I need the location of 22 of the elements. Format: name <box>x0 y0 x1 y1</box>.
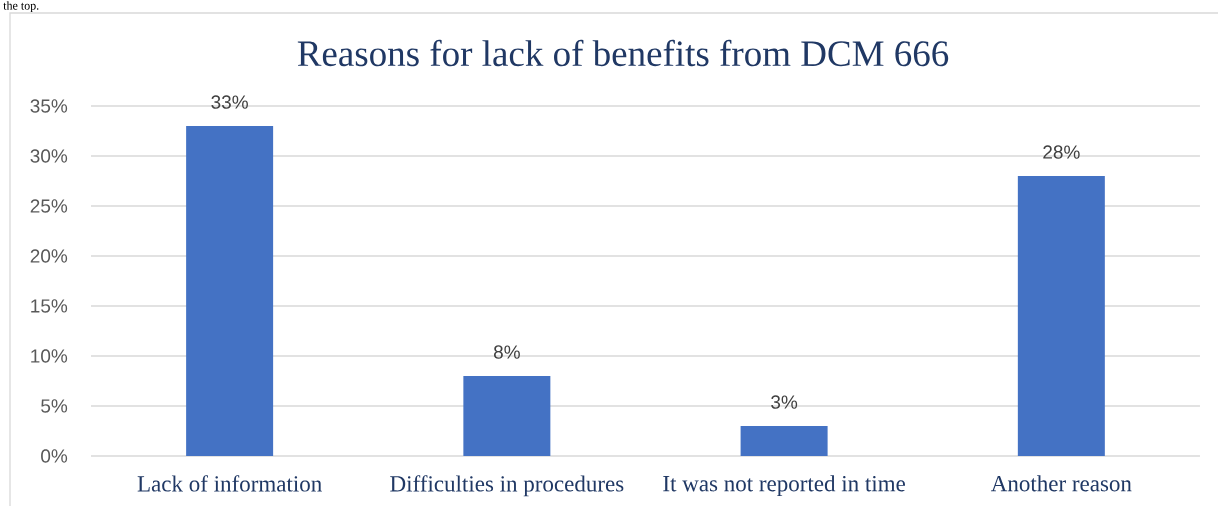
y-tick-label: 35% <box>30 99 68 113</box>
x-tick-label: It was not reported in time <box>663 475 906 497</box>
bar <box>1017 176 1105 456</box>
bar <box>740 426 828 456</box>
data-label: 33% <box>211 95 248 109</box>
y-tick-label: 20% <box>30 249 68 263</box>
x-tick-label: Difficulties in procedures <box>390 475 624 497</box>
data-label: 28% <box>1043 145 1080 159</box>
data-label: 8% <box>493 345 520 359</box>
bar <box>186 125 274 456</box>
y-tick-label: 0% <box>41 449 68 463</box>
x-tick-label: Another reason <box>990 475 1132 492</box>
chart-title: Reasons for lack of benefits from DCM 666 <box>297 39 949 67</box>
y-tick-label: 15% <box>31 299 68 313</box>
bar <box>463 376 551 456</box>
y-tick-label: 5% <box>41 399 68 413</box>
x-tick-label: Lack of information <box>137 475 322 492</box>
text: the top. <box>3 1 39 13</box>
y-tick-label: 25% <box>30 199 68 213</box>
data-label: 3% <box>771 395 798 409</box>
y-tick-label: 30% <box>30 149 68 163</box>
y-tick-label: 10% <box>31 349 68 363</box>
